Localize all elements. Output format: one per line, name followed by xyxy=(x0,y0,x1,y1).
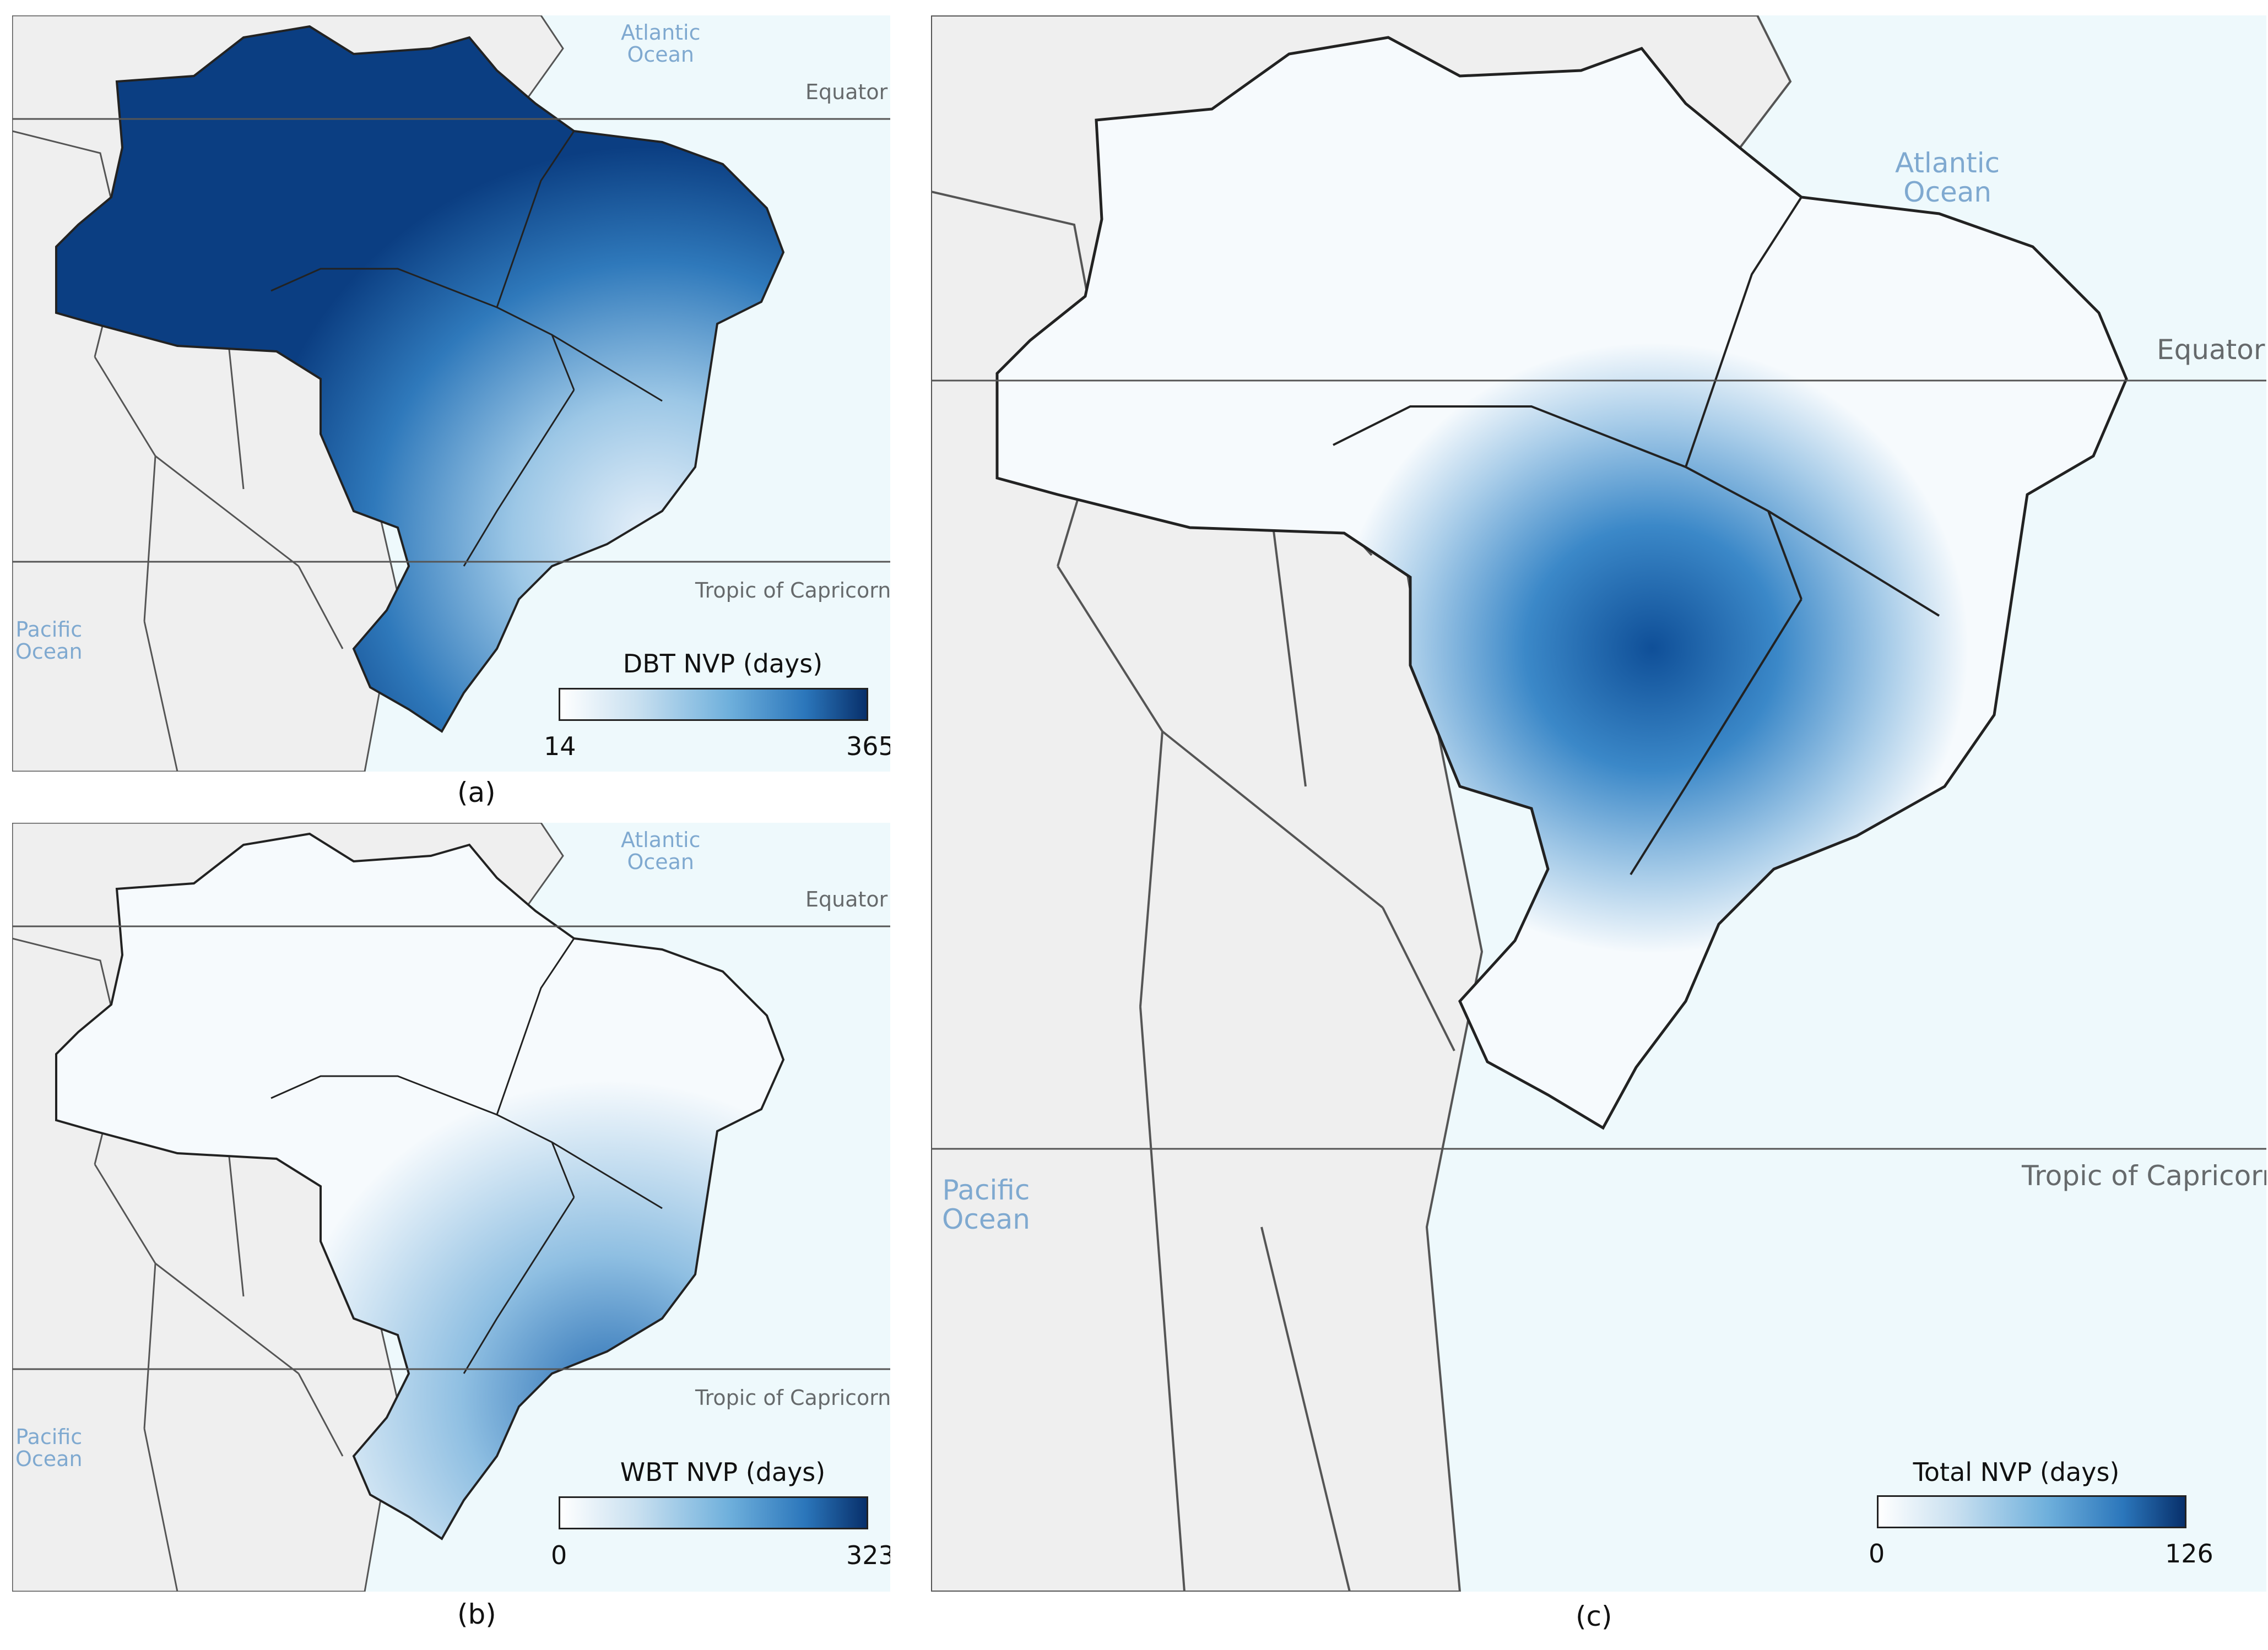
color-scale-bar xyxy=(559,688,868,721)
map-panel-b: Atlantic Ocean Equator Tropic of Caprico… xyxy=(12,823,890,1592)
pacific-ocean-label: Pacific Ocean xyxy=(15,1425,83,1471)
brazil-region-borders xyxy=(270,131,663,567)
legend-min-value: 14 xyxy=(544,731,576,761)
map-c-canvas xyxy=(931,15,2266,1592)
caption-b: (b) xyxy=(457,1598,496,1630)
legend-title: DBT NVP (days) xyxy=(623,649,823,679)
map-panel-a: Atlantic Ocean Equator Tropic of Caprico… xyxy=(12,15,890,772)
equator-label: Equator xyxy=(805,887,888,911)
pacific-ocean-label: Pacific Ocean xyxy=(15,617,83,664)
map-a-canvas xyxy=(12,15,890,772)
caption-a: (a) xyxy=(457,777,496,808)
color-scale-bar xyxy=(559,1496,868,1529)
equator-label: Equator xyxy=(805,80,888,104)
brazil-region-borders xyxy=(270,938,663,1374)
atlantic-ocean-label: Atlantic Ocean xyxy=(1895,147,2000,208)
legend-max-value: 126 xyxy=(2165,1539,2213,1568)
legend-max-value: 323 xyxy=(846,1540,890,1570)
map-panel-c: Atlantic Ocean Equator Tropic of Caprico… xyxy=(931,15,2266,1592)
caption-c: (c) xyxy=(1576,1600,1612,1632)
equator-label: Equator xyxy=(2157,334,2265,366)
tropic-label: Tropic of Capricorn xyxy=(2022,1160,2266,1192)
brazil-region-borders xyxy=(1333,196,1940,876)
color-scale-bar xyxy=(1877,1495,2186,1528)
tropic-label: Tropic of Capricorn xyxy=(695,578,890,603)
brazil-shape xyxy=(55,25,785,733)
legend-min-value: 0 xyxy=(1869,1539,1885,1568)
legend-min-value: 0 xyxy=(551,1540,567,1570)
legend-max-value: 365 xyxy=(846,731,890,761)
legend-title: Total NVP (days) xyxy=(1913,1457,2120,1487)
atlantic-ocean-label: Atlantic Ocean xyxy=(621,20,701,67)
brazil-shape xyxy=(55,832,785,1540)
atlantic-ocean-label: Atlantic Ocean xyxy=(621,828,701,874)
tropic-label: Tropic of Capricorn xyxy=(695,1386,890,1410)
pacific-ocean-label: Pacific Ocean xyxy=(942,1174,1030,1235)
legend-title: WBT NVP (days) xyxy=(620,1457,826,1487)
brazil-shape xyxy=(995,36,2128,1130)
map-b-canvas xyxy=(12,823,890,1592)
